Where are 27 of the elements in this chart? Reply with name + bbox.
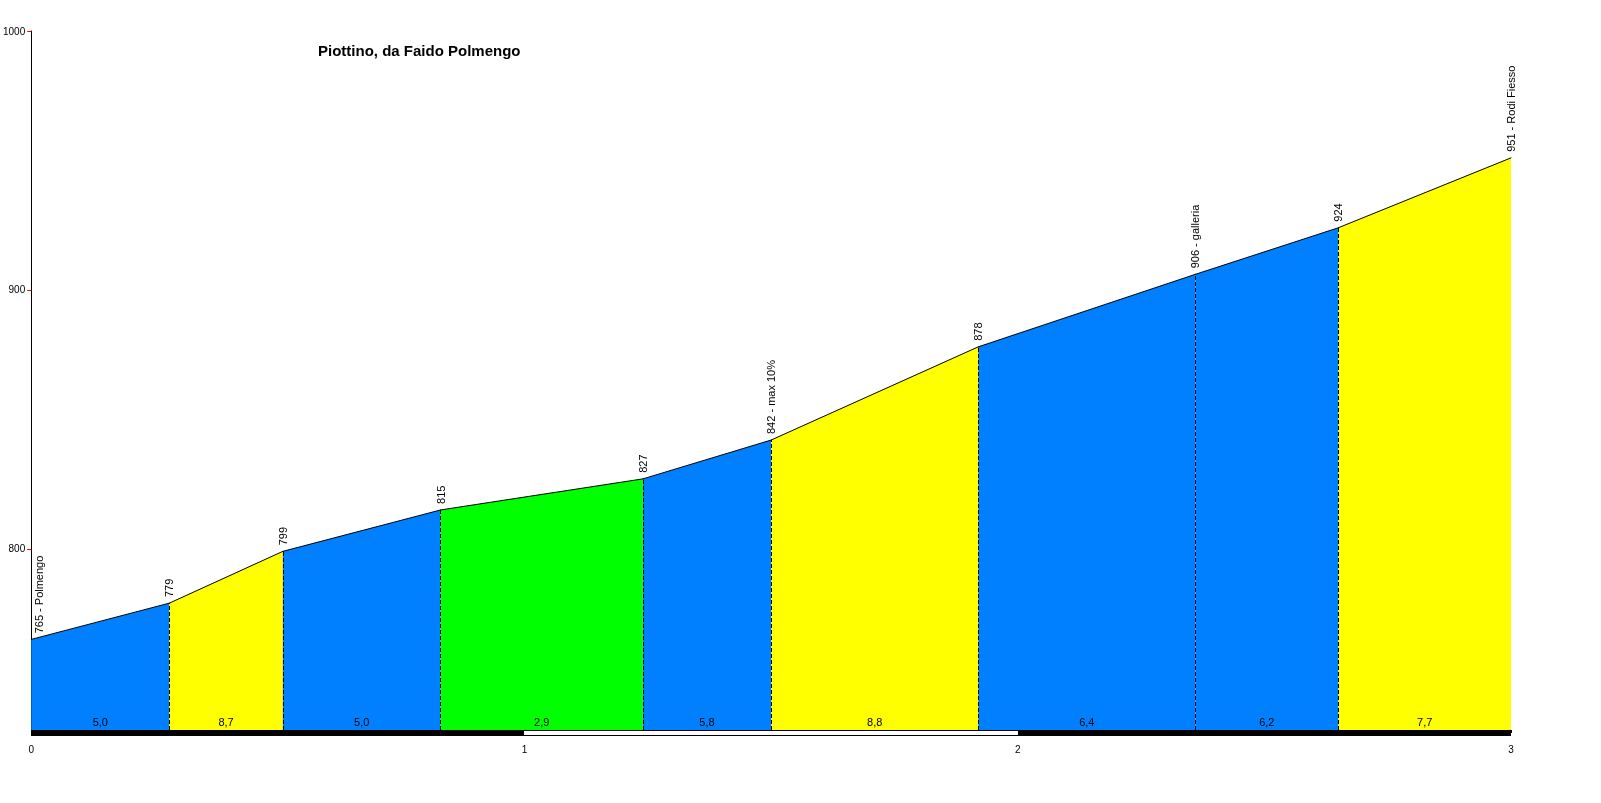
data-label: 878 bbox=[972, 322, 985, 341]
data-label: 842 - max 10% bbox=[765, 359, 778, 434]
data-label: 765 - Polmengo bbox=[33, 555, 46, 634]
data-label: 799 bbox=[276, 526, 289, 546]
y-tick-label: 1000 bbox=[3, 25, 26, 37]
annotation: 5,0 bbox=[354, 715, 370, 728]
annotation: 2,9 bbox=[534, 715, 550, 728]
data-label: 924 bbox=[1332, 203, 1345, 222]
annotation: 7,7 bbox=[1417, 715, 1433, 728]
annotation: 5,0 bbox=[92, 715, 108, 728]
annotation: 6,4 bbox=[1079, 715, 1095, 728]
text: Piottino, da Faido Polmengo bbox=[318, 42, 521, 59]
y-tick-label: 900 bbox=[8, 284, 26, 296]
data-label: 951 - Rodi Fiesso bbox=[1505, 65, 1517, 152]
data-label: 827 bbox=[636, 454, 649, 473]
x-tick-label: 3 bbox=[1508, 743, 1515, 755]
x-tick-label: 1 bbox=[521, 743, 528, 755]
x-tick-label: 2 bbox=[1014, 743, 1021, 755]
y-tick-label: 800 bbox=[8, 543, 26, 555]
annotation: 8,8 bbox=[867, 715, 883, 728]
data-label: 815 bbox=[434, 485, 447, 504]
x-tick-label: 0 bbox=[28, 743, 35, 755]
annotation: 6,2 bbox=[1259, 715, 1275, 728]
data-label: 906 - galleria bbox=[1189, 203, 1202, 269]
data-label: 779 bbox=[163, 578, 176, 598]
annotation: 5,8 bbox=[699, 715, 715, 728]
annotation: 8,7 bbox=[218, 715, 234, 728]
